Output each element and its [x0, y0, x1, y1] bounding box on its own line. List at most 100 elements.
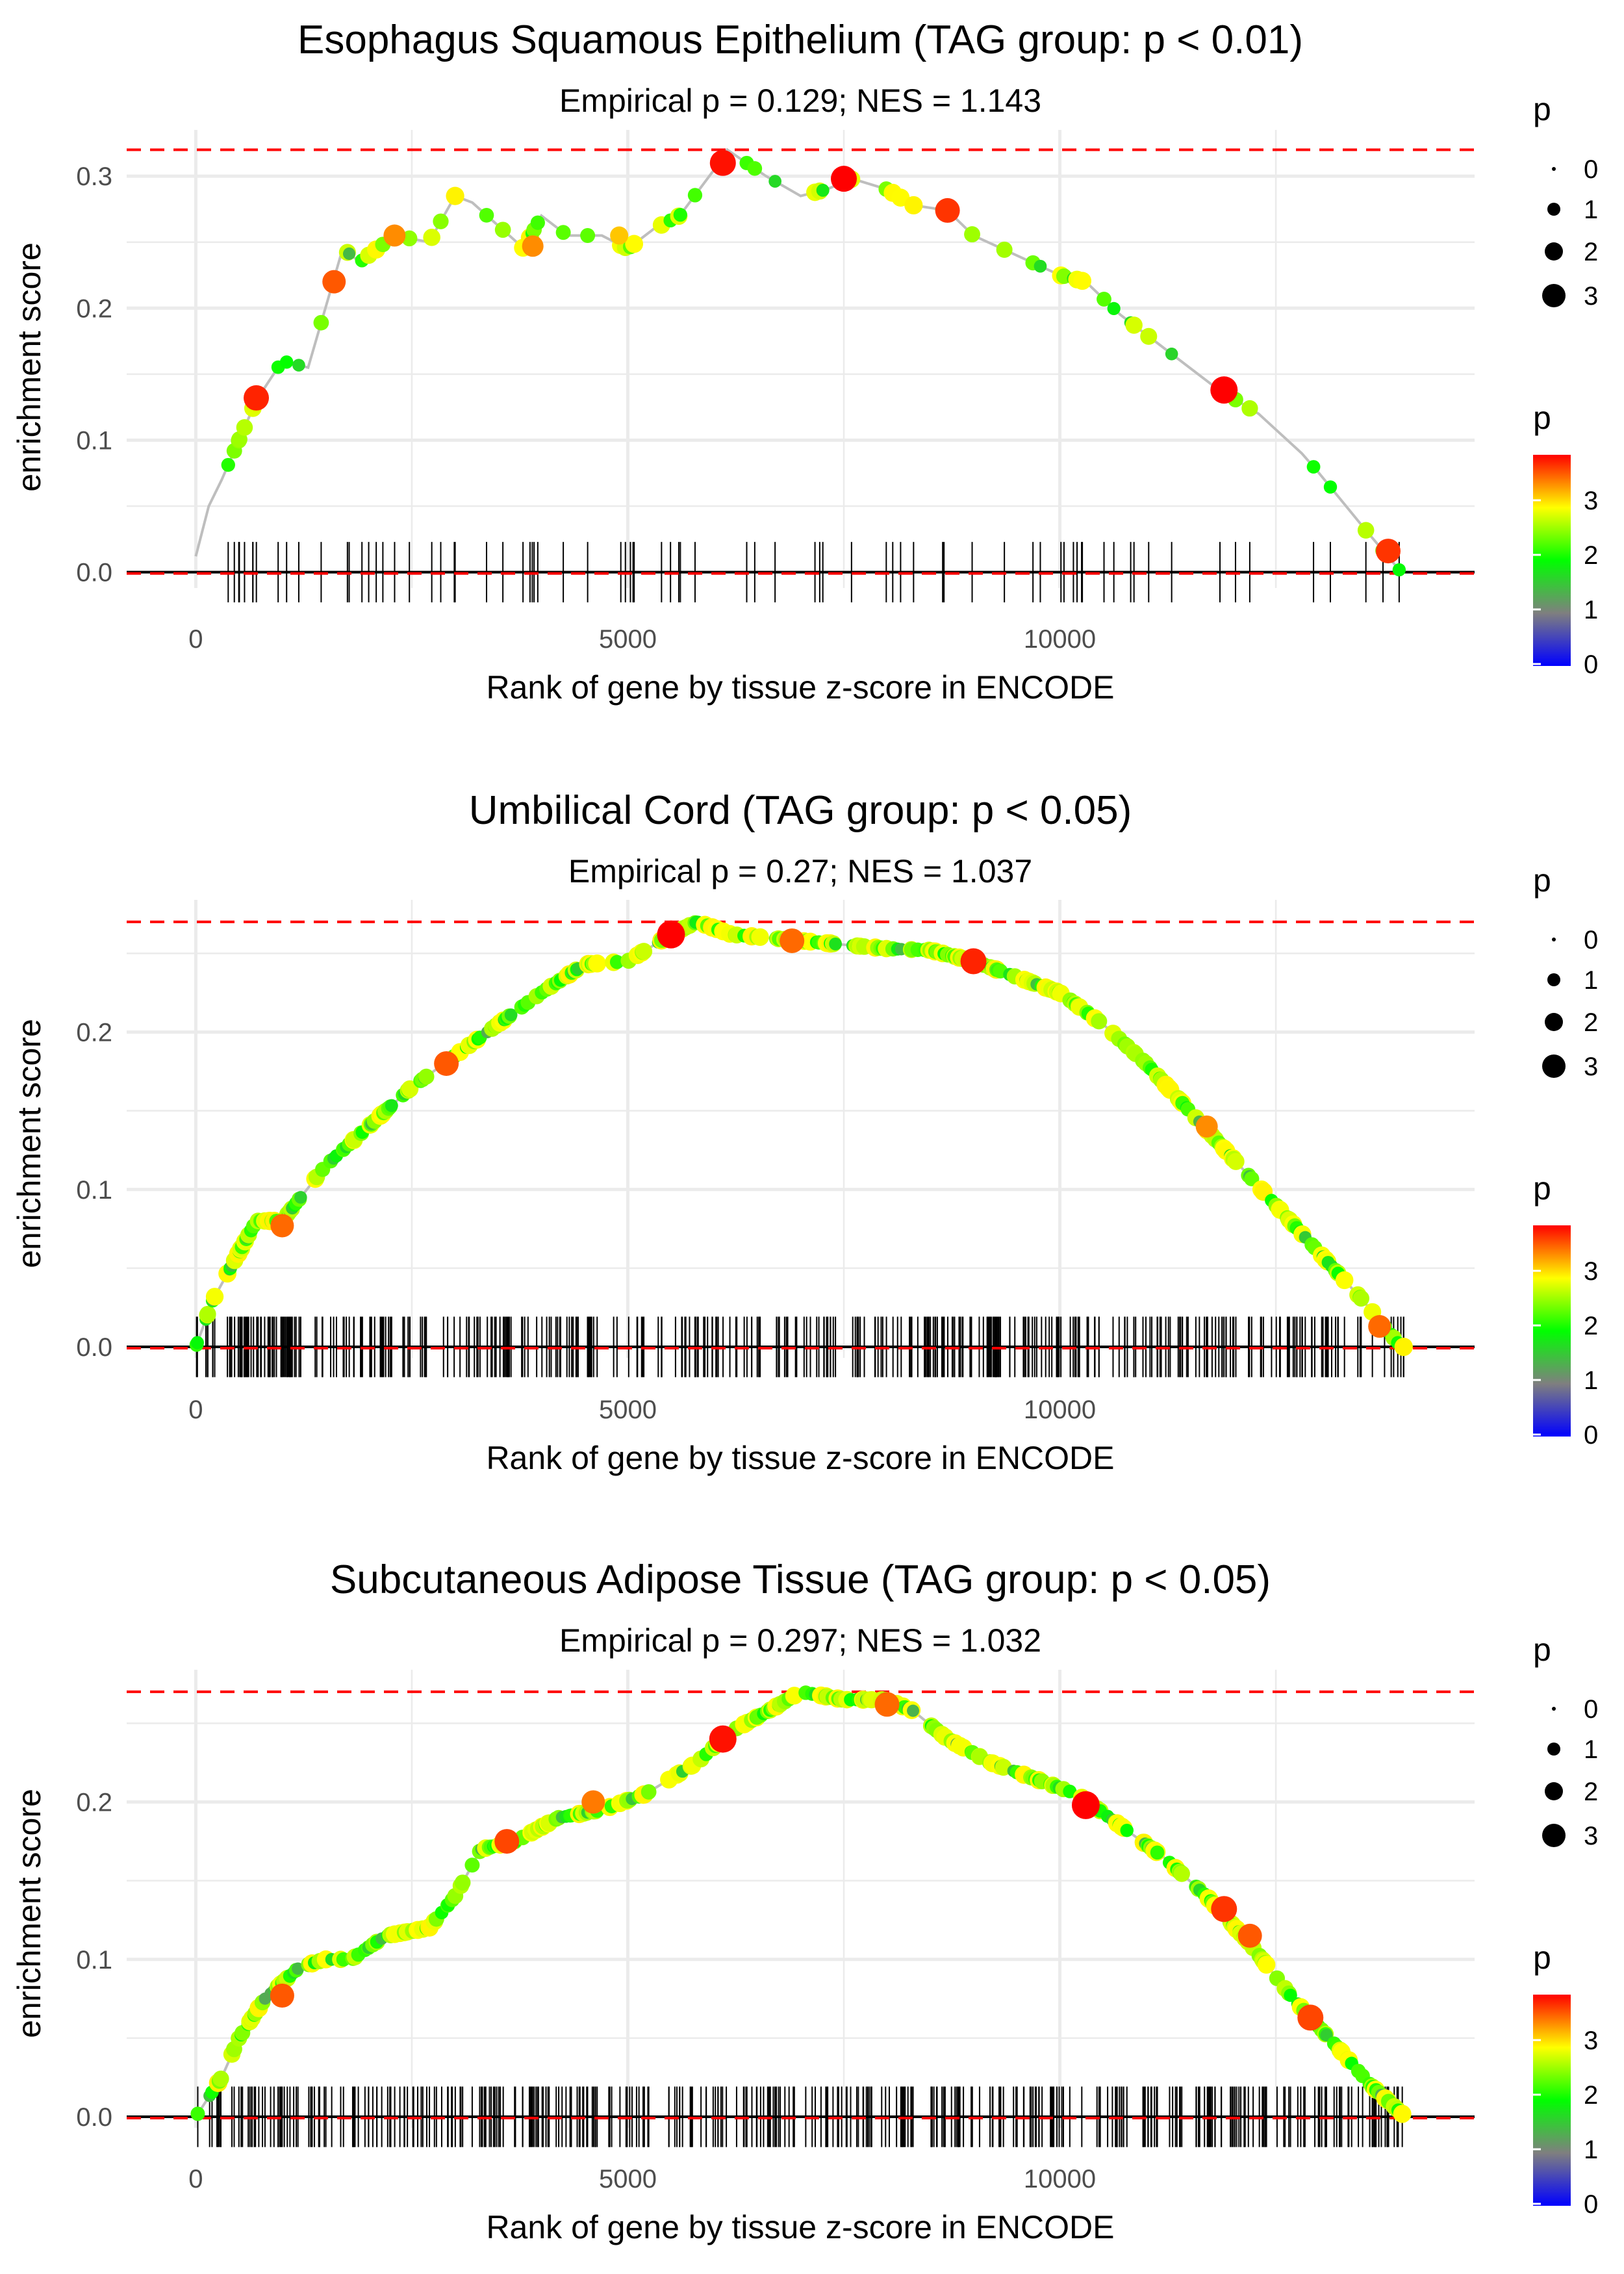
enrichment-point: [1173, 1865, 1190, 1882]
size-legend-label: 2: [1584, 238, 1598, 266]
enrichment-point: [657, 920, 685, 949]
enrichment-point: [401, 1080, 419, 1098]
enrichment-point: [581, 1790, 605, 1814]
panel-3-x-axis-title: Rank of gene by tissue z-score in ENCODE: [486, 2209, 1114, 2245]
y-tick-label: 0.1: [76, 426, 112, 455]
enrichment-point: [434, 1051, 459, 1076]
enrichment-point: [322, 270, 346, 294]
enrichment-point: [418, 1068, 435, 1085]
enrichment-point: [751, 928, 769, 946]
enrichment-point: [964, 226, 980, 243]
panel-2-plot-area: [127, 900, 1475, 1377]
enrichment-point: [1195, 1115, 1218, 1138]
enrichment-point: [610, 226, 629, 245]
enrichment-point: [816, 183, 830, 197]
enrichment-point: [1323, 480, 1338, 494]
size-legend-label: 3: [1584, 1053, 1598, 1081]
x-tick-label: 0: [188, 2165, 203, 2193]
panel-3-plot-area: [127, 1670, 1475, 2147]
color-legend-label: 1: [1584, 1366, 1598, 1395]
x-tick-label: 10000: [1024, 2165, 1096, 2193]
enrichment-point: [1241, 400, 1258, 417]
enrichment-point: [1063, 1784, 1077, 1798]
color-legend-label: 2: [1584, 2081, 1598, 2110]
panel-1-subtitle: Empirical p = 0.129; NES = 1.143: [559, 83, 1041, 119]
size-legend-key-2: [1545, 1013, 1563, 1031]
enrichment-point: [874, 1692, 900, 1717]
panel-1-x-axis-ticks: 0 5000 10000: [188, 625, 1096, 654]
y-tick-label: 0.0: [76, 559, 112, 587]
size-legend-label: 0: [1584, 926, 1598, 954]
panel-1-size-legend: p 0 1 2 3: [1533, 91, 1598, 311]
enrichment-point: [555, 225, 571, 240]
size-legend-label: 2: [1584, 1778, 1598, 1806]
size-legend-key-0: [1552, 1707, 1556, 1711]
enrichment-point: [1140, 327, 1158, 345]
size-legend-key-1: [1547, 1743, 1560, 1756]
panel-2-size-legend: p 0 1 2 3: [1533, 862, 1598, 1081]
enrichment-point: [454, 1874, 471, 1891]
size-legend-key-1: [1547, 203, 1560, 216]
enrichment-point: [1097, 292, 1111, 307]
enrichment-point: [829, 937, 843, 951]
panel-2-subtitle: Empirical p = 0.27; NES = 1.037: [568, 853, 1032, 889]
enrichment-point: [1335, 1271, 1354, 1290]
enrichment-point: [522, 235, 544, 257]
enrichment-point: [1357, 522, 1375, 539]
color-legend-label: 0: [1584, 650, 1598, 679]
size-legend-key-1: [1547, 973, 1560, 986]
enrichment-point: [494, 222, 511, 238]
enrichment-point: [635, 943, 653, 960]
colorbar: [1533, 1225, 1571, 1437]
enrichment-point: [279, 355, 294, 369]
panel-2-x-axis-title: Rank of gene by tissue z-score in ENCODE: [486, 1440, 1114, 1476]
panel-1-color-legend: p 0 1 2 3: [1533, 400, 1598, 679]
y-tick-label: 0.0: [76, 2103, 112, 2132]
enrichment-point: [221, 457, 235, 472]
enrichment-point: [641, 1784, 657, 1800]
panel-2-y-axis-title: enrichment score: [11, 1019, 47, 1268]
size-legend-label: 1: [1584, 196, 1598, 224]
enrichment-point: [580, 228, 596, 244]
y-tick-label: 0.1: [76, 1946, 112, 1974]
enrichment-point: [504, 1008, 518, 1021]
color-legend-label: 3: [1584, 2026, 1598, 2055]
size-legend-title: p: [1533, 1631, 1551, 1668]
color-legend-label: 1: [1584, 596, 1598, 624]
y-tick-label: 0.2: [76, 1789, 112, 1817]
enrichment-point: [385, 1099, 398, 1112]
enrichment-point: [433, 213, 449, 229]
panel-1-x-axis-title: Rank of gene by tissue z-score in ENCODE: [486, 669, 1114, 706]
size-legend-title: p: [1533, 862, 1551, 899]
panel-3-color-legend: p 0 1 2 3: [1533, 1939, 1598, 2219]
enrichment-point: [313, 314, 329, 331]
enrichment-point: [1368, 1315, 1391, 1338]
enrichment-point: [1107, 301, 1121, 316]
color-legend-label: 2: [1584, 1312, 1598, 1340]
size-legend-key-0: [1552, 938, 1556, 941]
y-tick-label: 0.2: [76, 1019, 112, 1047]
y-tick-label: 0.3: [76, 162, 112, 191]
panel-2-y-axis-ticks: 0.0 0.1 0.2: [76, 1019, 112, 1362]
enrichment-point: [709, 149, 736, 176]
enrichment-point: [1352, 1290, 1370, 1307]
color-legend-label: 0: [1584, 2190, 1598, 2219]
color-legend-title: p: [1533, 1939, 1551, 1976]
enrichment-point: [530, 215, 545, 230]
enrichment-point: [831, 166, 857, 192]
enrichment-point: [1375, 539, 1401, 564]
enrichment-point: [270, 1983, 294, 2008]
panel-3-x-axis-ticks: 0 5000 10000: [188, 2165, 1096, 2193]
enrichment-point: [609, 954, 624, 969]
enrichment-point: [625, 235, 644, 253]
color-legend-label: 3: [1584, 487, 1598, 515]
enrichment-point: [294, 1191, 307, 1204]
enrichment-point: [1227, 1153, 1245, 1170]
panel-3-title: Subcutaneous Adipose Tissue (TAG group: …: [330, 1557, 1271, 1602]
panel-1-plot-area: [127, 130, 1475, 603]
panel-2-title: Umbilical Cord (TAG group: p < 0.05): [469, 788, 1132, 833]
enrichment-point: [1306, 460, 1321, 474]
enrichment-point: [709, 1725, 737, 1753]
enrichment-point: [464, 1858, 480, 1873]
enrichment-point: [907, 1704, 920, 1717]
